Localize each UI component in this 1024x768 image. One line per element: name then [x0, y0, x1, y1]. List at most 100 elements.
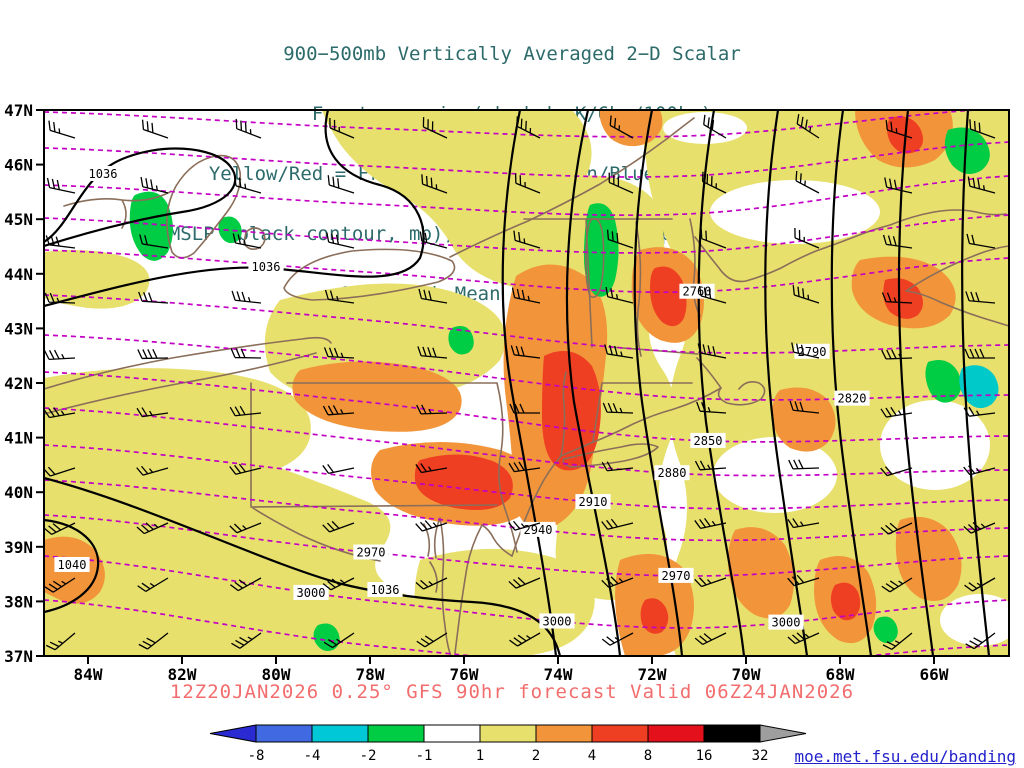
new-jersey-coast	[511, 455, 562, 557]
contour-label: 1036	[252, 260, 281, 274]
contour-label-box	[293, 584, 329, 600]
shade-yellow	[44, 250, 150, 309]
wind-barb	[136, 465, 169, 476]
colorbar-segment	[591, 724, 649, 743]
wind-barb	[136, 522, 169, 535]
colorbar-tick-label: 8	[644, 748, 652, 764]
shade-green	[218, 216, 242, 244]
wind-barb	[329, 117, 355, 139]
wind-barb	[787, 518, 820, 529]
wind-barb	[323, 347, 355, 359]
shade-cyan	[959, 365, 999, 409]
wind-barb	[884, 177, 913, 194]
colorbar-segment	[255, 724, 313, 743]
wind-barb	[44, 577, 76, 593]
lat-label: 46N	[4, 156, 33, 175]
maine-coastline	[694, 209, 1007, 283]
wind-barb	[700, 228, 727, 249]
height-contour	[44, 599, 1009, 656]
contour-label-box	[834, 390, 870, 406]
title-line: 900−500mb Vertically Averaged 2−D Scalar	[283, 43, 741, 65]
wind-barb	[881, 349, 913, 360]
colorbar-left-arrow	[209, 724, 257, 743]
wind-barb	[508, 520, 541, 531]
wind-barb	[322, 520, 355, 533]
wind-barb	[787, 574, 820, 587]
mslp-contour	[764, 110, 809, 656]
shade-red	[883, 278, 923, 319]
lat-label: 42N	[4, 374, 33, 393]
wind-barb	[880, 522, 913, 535]
colorbar-right-arrow	[759, 724, 807, 743]
credit-link[interactable]: moe.met.fsu.edu/banding	[794, 747, 1016, 766]
colorbar: -8 -4 -2 -1 1 2 4 8 16 32	[192, 722, 832, 768]
wind-barb	[322, 405, 355, 416]
shade-orange	[772, 387, 836, 452]
wind-barb	[601, 518, 634, 530]
colorbar-tick-label: 32	[752, 748, 769, 764]
wind-barb	[601, 632, 634, 646]
lat-label: 43N	[4, 319, 33, 338]
wind-barb	[792, 285, 820, 304]
lat-label: 45N	[4, 210, 33, 229]
nova-scotia	[905, 245, 1009, 327]
shade-red	[640, 598, 669, 634]
shade-orange	[895, 516, 962, 602]
colorbar-segment	[535, 724, 593, 743]
colorbar-tick-label: -4	[304, 748, 321, 764]
wind-barb	[795, 170, 820, 194]
wind-barb	[963, 406, 996, 417]
wind-barb	[882, 234, 913, 249]
contour-label: 3000	[772, 616, 801, 630]
shade-green	[925, 359, 962, 403]
contour-label: 3000	[543, 614, 572, 628]
colorbar-tick-label: 16	[696, 748, 713, 764]
wind-barb	[965, 291, 996, 304]
lon-label: 74W	[544, 665, 573, 684]
wind-barb	[608, 172, 634, 194]
wind-barb	[422, 117, 448, 139]
contour-label: 2880	[658, 466, 687, 480]
wind-barb	[140, 176, 169, 194]
wind-barb	[602, 402, 634, 414]
contour-label: 2970	[662, 569, 691, 583]
wind-barb	[326, 232, 355, 249]
wind-barb	[137, 577, 169, 592]
shade-green	[448, 326, 474, 355]
lake-champlain	[585, 217, 605, 299]
contour-label: 3000	[297, 586, 326, 600]
shade-red	[542, 350, 601, 471]
shade-orange	[727, 527, 794, 619]
wind-barb	[229, 405, 262, 417]
colorbar-tick-label: -1	[416, 748, 433, 764]
wind-barb	[508, 577, 541, 589]
contour-label: 2910	[579, 495, 608, 509]
contour-label: 2820	[838, 392, 867, 406]
contour-label-box	[54, 557, 90, 572]
delaware-bay	[481, 524, 513, 557]
wind-barb	[322, 577, 355, 591]
colorbar-segment	[647, 724, 705, 743]
wind-barb	[967, 176, 996, 194]
hudson-river	[560, 371, 567, 457]
mslp-contour	[961, 110, 991, 656]
contour-label: 2850	[694, 434, 723, 448]
lat-label: 37N	[4, 647, 33, 666]
wind-barb	[796, 114, 820, 139]
height-contour	[44, 141, 1009, 178]
wind-barb	[44, 349, 76, 361]
wind-barb	[516, 116, 541, 139]
wind-barb-layer	[44, 114, 996, 651]
wind-barb	[415, 577, 448, 590]
wind-barb	[966, 233, 996, 249]
wind-barb	[48, 120, 76, 139]
colorbar-segment	[367, 724, 425, 743]
colorbar-tick-label: 4	[588, 748, 596, 764]
wind-barb	[230, 348, 262, 359]
contour-label-box	[690, 432, 726, 448]
wind-barb	[882, 632, 913, 650]
colorbar-tick-label: 1	[476, 748, 484, 764]
contour-label-box	[794, 343, 830, 359]
